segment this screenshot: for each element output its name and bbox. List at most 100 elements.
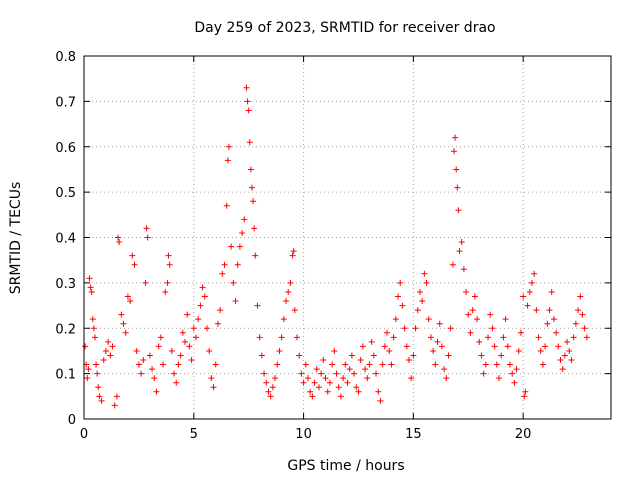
data-point <box>520 293 526 299</box>
data-point <box>459 239 465 245</box>
y-tick-label: 0.7 <box>55 95 76 110</box>
data-point <box>568 357 574 363</box>
data-point <box>316 384 322 390</box>
data-point <box>525 303 531 309</box>
data-point <box>112 402 118 408</box>
data-point <box>290 253 296 259</box>
data-point <box>470 307 476 313</box>
data-point <box>340 375 346 381</box>
data-point <box>184 312 190 318</box>
data-point <box>373 371 379 377</box>
data-point <box>252 253 258 259</box>
x-tick-label: 10 <box>295 427 312 442</box>
data-point <box>243 85 249 91</box>
data-point <box>349 352 355 358</box>
data-point <box>455 207 461 213</box>
data-point <box>386 348 392 354</box>
data-point <box>551 316 557 322</box>
data-point <box>206 348 212 354</box>
data-point <box>410 352 416 358</box>
data-point <box>483 362 489 368</box>
data-point <box>531 271 537 277</box>
data-point <box>245 98 251 104</box>
data-point <box>450 262 456 268</box>
data-point <box>421 271 427 277</box>
data-point <box>228 244 234 250</box>
data-point <box>173 380 179 386</box>
data-point <box>91 325 97 331</box>
data-point <box>467 330 473 336</box>
data-point <box>246 107 252 113</box>
data-point <box>95 384 101 390</box>
data-point <box>116 239 122 245</box>
data-point <box>226 144 232 150</box>
data-point <box>296 352 302 358</box>
data-point <box>237 244 243 250</box>
data-point <box>239 230 245 236</box>
data-point <box>514 366 520 372</box>
data-point <box>573 321 579 327</box>
data-point <box>492 343 498 349</box>
data-point <box>156 343 162 349</box>
data-point <box>249 185 255 191</box>
y-tick-label: 0.8 <box>55 50 76 65</box>
data-point <box>496 375 502 381</box>
data-point <box>279 334 285 340</box>
data-point <box>428 334 434 340</box>
data-point <box>549 289 555 295</box>
data-point <box>145 235 151 241</box>
data-point <box>366 362 372 368</box>
data-point <box>274 362 280 368</box>
data-point <box>303 362 309 368</box>
data-point <box>351 371 357 377</box>
data-point <box>186 343 192 349</box>
data-point <box>452 135 458 141</box>
data-point <box>164 280 170 286</box>
data-point <box>118 312 124 318</box>
data-point <box>347 366 353 372</box>
data-point <box>399 303 405 309</box>
data-point <box>254 303 260 309</box>
data-point <box>516 348 522 354</box>
data-point <box>439 343 445 349</box>
data-point <box>247 139 253 145</box>
data-point <box>463 289 469 295</box>
data-point <box>263 380 269 386</box>
data-point <box>259 352 265 358</box>
data-point <box>478 352 484 358</box>
data-point <box>542 343 548 349</box>
data-point <box>149 366 155 372</box>
data-point <box>200 284 206 290</box>
data-point <box>395 293 401 299</box>
data-point <box>419 298 425 304</box>
y-tick-label: 0.1 <box>55 368 76 383</box>
data-point <box>522 389 528 395</box>
data-point <box>397 280 403 286</box>
data-point <box>261 371 267 377</box>
data-point <box>575 307 581 313</box>
data-point <box>404 343 410 349</box>
data-point <box>474 316 480 322</box>
data-point <box>224 203 230 209</box>
x-tick-label: 5 <box>190 427 198 442</box>
data-point <box>257 334 263 340</box>
data-point <box>251 225 257 231</box>
data-point <box>424 280 430 286</box>
data-point <box>553 330 559 336</box>
data-point <box>160 362 166 368</box>
data-point <box>487 312 493 318</box>
x-tick-label: 0 <box>80 427 88 442</box>
data-point <box>93 362 99 368</box>
data-point <box>204 325 210 331</box>
data-point <box>360 343 366 349</box>
data-point <box>281 316 287 322</box>
data-point <box>167 262 173 268</box>
data-point <box>202 293 208 299</box>
data-point <box>562 352 568 358</box>
data-point <box>276 348 282 354</box>
y-tick-label: 0.3 <box>55 277 76 292</box>
data-point <box>527 289 533 295</box>
data-point <box>529 280 535 286</box>
data-point <box>142 280 148 286</box>
data-point <box>579 312 585 318</box>
